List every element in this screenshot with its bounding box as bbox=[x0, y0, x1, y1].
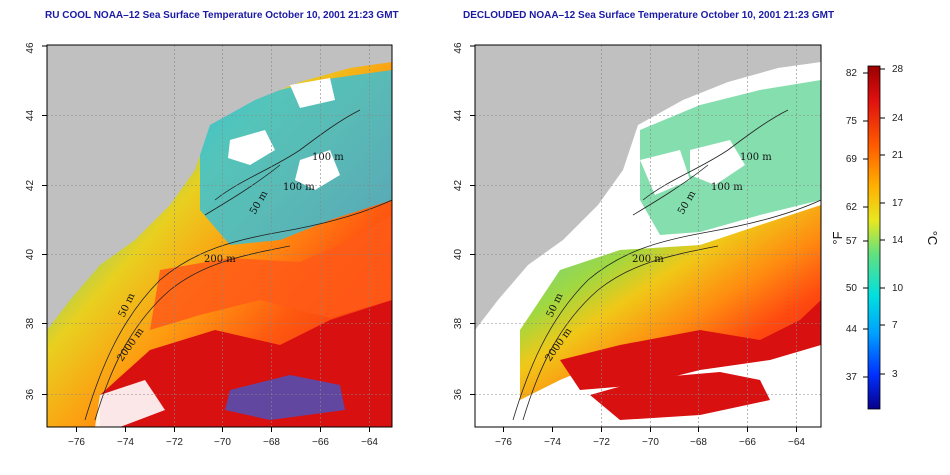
colorbar-c-tick: 21 bbox=[892, 150, 904, 161]
colorbar-c-tick: 10 bbox=[892, 283, 904, 294]
left-cloud-contaminated bbox=[225, 375, 345, 420]
right-gulf-stream-south bbox=[590, 372, 770, 420]
left-contour-2000m bbox=[84, 199, 392, 421]
left-cloud-patch bbox=[295, 150, 340, 190]
right-gridlines bbox=[475, 45, 821, 427]
x-tick-label: −66 bbox=[312, 437, 329, 448]
right-contour-label: 100 m bbox=[711, 182, 743, 193]
colorbar-c-tick: 3 bbox=[892, 369, 898, 380]
colorbar-f-tick: 62 bbox=[846, 202, 858, 213]
y-tick-label: 42 bbox=[25, 180, 36, 192]
right-map: 100 m 100 m 50 m 200 m 50 m 2000 m bbox=[475, 45, 821, 427]
x-tick-label: −68 bbox=[263, 437, 280, 448]
x-tick-label: −64 bbox=[361, 437, 378, 448]
left-panel-title: RU COOL NOAA–12 Sea Surface Temperature … bbox=[45, 10, 399, 21]
y-tick-label: 44 bbox=[25, 110, 36, 122]
colorbar-f-tick: 37 bbox=[846, 372, 858, 383]
right-contour-100m bbox=[642, 109, 789, 201]
colorbar-c-tick: 7 bbox=[892, 320, 898, 331]
right-contour-label: 200 m bbox=[632, 254, 664, 265]
y-tick-label: 40 bbox=[25, 249, 36, 261]
left-contour-50m bbox=[204, 164, 281, 216]
x-tick-label: −76 bbox=[495, 437, 512, 448]
right-y-axis: 36 38 40 42 44 46 bbox=[453, 42, 475, 400]
colorbar: 82 75 69 62 57 50 44 37 28 24 21 17 14 1… bbox=[830, 64, 940, 410]
colorbar-gradient bbox=[867, 65, 881, 410]
y-tick-label: 46 bbox=[25, 42, 36, 54]
y-tick-label: 36 bbox=[453, 389, 464, 401]
colorbar-f-tick: 57 bbox=[846, 236, 858, 247]
right-contour-2000m bbox=[512, 199, 821, 421]
right-panel-title: DECLOUDED NOAA–12 Sea Surface Temperatur… bbox=[463, 10, 835, 21]
left-map: 100 m 100 m 50 m 200 m 50 m 2000 m bbox=[47, 45, 392, 427]
colorbar-f-tick: 82 bbox=[846, 68, 858, 79]
right-map-frame bbox=[474, 44, 822, 428]
colorbar-f-tick: 69 bbox=[846, 154, 858, 165]
x-tick-label: −70 bbox=[214, 437, 231, 448]
colorbar-f-tick: 44 bbox=[846, 324, 858, 335]
y-tick-label: 36 bbox=[25, 389, 36, 401]
left-contour-label: 200 m bbox=[204, 254, 236, 265]
x-tick-label: −74 bbox=[544, 437, 561, 448]
y-tick-label: 38 bbox=[25, 318, 36, 330]
colorbar-c-tick: 24 bbox=[892, 113, 904, 124]
y-tick-label: 44 bbox=[453, 110, 464, 122]
left-land bbox=[47, 45, 392, 330]
colorbar-celsius-label: °C bbox=[925, 231, 940, 246]
left-warm-slope-water bbox=[150, 215, 392, 330]
right-contour-50m bbox=[632, 164, 709, 216]
x-tick-label: −72 bbox=[593, 437, 610, 448]
x-tick-label: −66 bbox=[739, 437, 756, 448]
left-cloud-patch bbox=[290, 78, 335, 108]
colorbar-c-tick: 28 bbox=[892, 64, 904, 75]
left-x-axis: −76 −74 −72 −70 −68 −66 −64 bbox=[68, 427, 378, 448]
x-tick-label: −74 bbox=[117, 437, 134, 448]
right-contour-label: 100 m bbox=[740, 152, 772, 163]
colorbar-f-tick: 50 bbox=[846, 283, 858, 294]
right-gulf-stream bbox=[560, 300, 821, 390]
left-gridlines bbox=[47, 45, 392, 427]
y-tick-label: 38 bbox=[453, 318, 464, 330]
left-cool-shelf bbox=[200, 70, 392, 245]
x-tick-label: −70 bbox=[642, 437, 659, 448]
left-contour-label: 100 m bbox=[312, 152, 344, 163]
colorbar-c-tick: 14 bbox=[892, 235, 904, 246]
x-tick-label: −72 bbox=[166, 437, 183, 448]
colorbar-c-tick: 17 bbox=[892, 198, 904, 209]
right-masked-cloud bbox=[640, 150, 690, 195]
right-masked-cloud bbox=[690, 140, 745, 185]
left-y-axis: 36 38 40 42 44 46 bbox=[25, 42, 47, 400]
x-tick-label: −76 bbox=[68, 437, 85, 448]
colorbar-fahrenheit-label: °F bbox=[830, 231, 845, 244]
y-tick-label: 40 bbox=[453, 249, 464, 261]
y-tick-label: 42 bbox=[453, 180, 464, 192]
left-map-frame bbox=[46, 44, 393, 428]
x-tick-label: −68 bbox=[690, 437, 707, 448]
left-contour-100m bbox=[214, 109, 361, 201]
y-tick-label: 46 bbox=[453, 42, 464, 54]
x-tick-label: −64 bbox=[788, 437, 805, 448]
right-x-axis: −76 −74 −72 −70 −68 −66 −64 bbox=[495, 427, 805, 448]
colorbar-f-tick: 75 bbox=[846, 116, 858, 127]
right-land bbox=[475, 45, 821, 330]
left-contour-label: 100 m bbox=[283, 182, 315, 193]
left-cloud-patch bbox=[228, 130, 275, 165]
left-cloud-patch bbox=[95, 380, 165, 427]
